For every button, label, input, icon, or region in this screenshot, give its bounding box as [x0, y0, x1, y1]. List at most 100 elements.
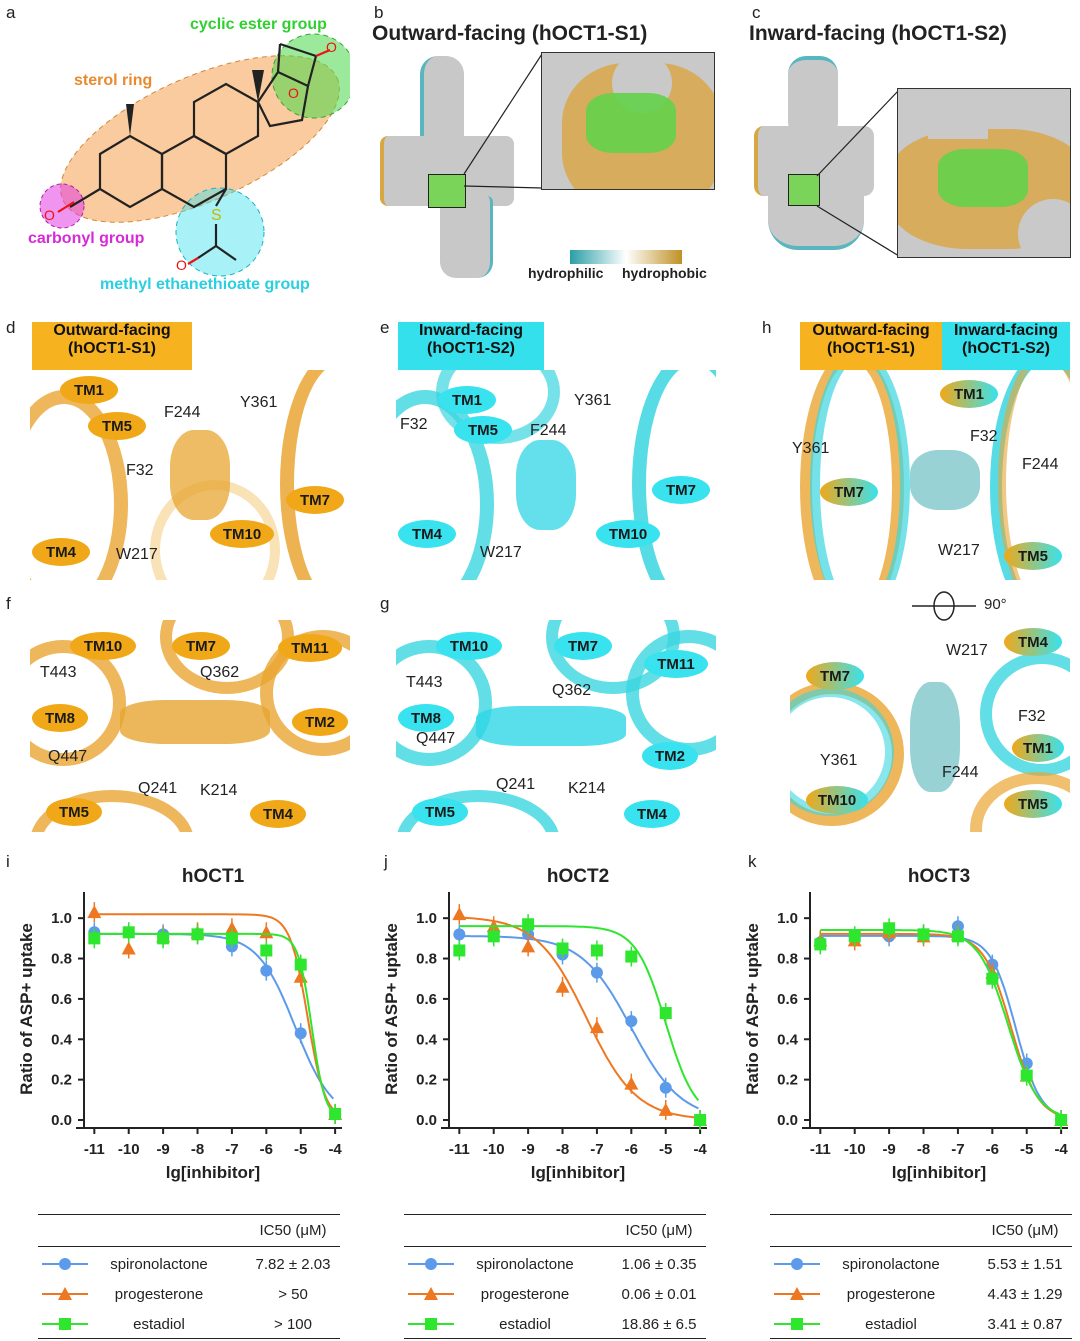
table-top-rule: [38, 1214, 340, 1215]
panel-h-res-f244-bottom: F244: [942, 764, 979, 781]
panel-e-res-y361: Y361: [574, 392, 612, 409]
legend-row: progesterone 0.06 ± 0.01: [404, 1282, 706, 1306]
y-tick-label: 0.4: [51, 1031, 73, 1048]
y-tick-label: 0.0: [416, 1112, 437, 1129]
panel-g-structure: TM10 TM7 TM11 TM8 TM2 TM5 TM4 T443 Q362 …: [396, 620, 716, 832]
data-point-progesterone: [589, 1020, 604, 1034]
panel-e-header: Inward-facing (hOCT1-S2): [398, 322, 544, 370]
panel-e-res-f32: F32: [400, 416, 428, 433]
legend-ic50-value: 3.41 ± 0.87: [987, 1315, 1063, 1333]
panel-h-res-w217-bottom: W217: [946, 642, 988, 659]
panel-h-tm5-bottom: TM5: [1004, 790, 1062, 818]
legend-marker: [791, 1258, 803, 1270]
colorbar-hydrophilic-label: hydrophilic: [528, 265, 604, 281]
legend-row: estadiol > 100: [38, 1312, 340, 1336]
panel-h-res-y361-top: Y361: [792, 440, 830, 457]
zoom-lines-c: [816, 89, 900, 257]
data-point-progesterone: [121, 941, 136, 955]
panel-f-res-q362: Q362: [200, 664, 240, 681]
x-tick-label: -4: [1054, 1141, 1068, 1158]
legend-ic50-value: 1.06 ± 0.35: [621, 1255, 697, 1273]
panel-f-tm2: TM2: [292, 708, 348, 736]
legend-marker: [59, 1318, 71, 1330]
legend-series-name: estadiol: [865, 1315, 917, 1333]
legend-row: progesterone > 50: [38, 1282, 340, 1306]
panel-b-title: Outward-facing (hOCT1-S1): [372, 22, 648, 45]
x-tick-label: -9: [156, 1141, 169, 1158]
legend-ic50-value: 5.53 ± 1.51: [987, 1255, 1063, 1273]
x-tick-label: -7: [951, 1141, 964, 1158]
data-point-estadiol: [1055, 1114, 1068, 1126]
legend-series-name: spironolactone: [476, 1255, 574, 1273]
hydrophobicity-colorbar: [570, 250, 682, 264]
chart-title: hOCT1: [182, 866, 245, 887]
panel-d-structure: TM1 TM5 TM7 TM10 TM4 F244 Y361 F32 W217: [30, 370, 350, 580]
data-point-spironolactone: [590, 966, 603, 979]
ic50-table-hoct1: IC50 (μM) spironolactone 7.82 ± 2.03 proges…: [38, 1214, 340, 1339]
ic50-header: IC50 (μM): [625, 1222, 693, 1239]
panel-h-res-w217-top: W217: [938, 542, 980, 559]
panel-a-label: a: [6, 3, 16, 22]
legend-series-name: estadiol: [499, 1315, 551, 1333]
fit-curve-progesterone: [820, 932, 1060, 1116]
x-axis-label: lg[inhibitor]: [892, 1163, 986, 1182]
colorbar-hydrophobic-label: hydrophobic: [622, 265, 707, 281]
panel-f-tm4: TM4: [250, 800, 306, 828]
y-tick-label: 0.4: [777, 1031, 799, 1048]
panel-g-tm8: TM8: [398, 704, 454, 732]
legend-marker: [791, 1318, 803, 1330]
legend-ic50-value: 0.06 ± 0.01: [621, 1285, 697, 1303]
data-point-estadiol: [986, 972, 999, 985]
panel-g-res-q241: Q241: [496, 776, 536, 793]
data-point-estadiol: [157, 932, 170, 945]
data-point-estadiol: [556, 942, 569, 955]
methyl-ethanethioate-label: methyl ethanethioate group: [100, 276, 310, 293]
y-tick-label: 0.8: [777, 951, 798, 968]
y-tick-label: 0.4: [416, 1031, 438, 1048]
fit-curve-progesterone: [94, 913, 335, 1111]
legend-series-name: spironolactone: [842, 1255, 940, 1273]
panel-e-label: e: [380, 318, 390, 337]
panel-f-label: f: [6, 594, 11, 613]
legend-marker: [790, 1287, 804, 1300]
ring-oxygen-label: O: [288, 85, 299, 101]
legend-series-name: progesterone: [114, 1285, 204, 1303]
panel-f-tm10: TM10: [70, 632, 136, 660]
inward-zoom-inset: [897, 88, 1071, 258]
y-tick-label: 0.6: [51, 991, 72, 1008]
data-point-estadiol: [453, 944, 466, 957]
fit-curve-estadiol: [459, 925, 700, 1102]
x-tick-label: -11: [810, 1141, 831, 1158]
data-point-estadiol: [88, 932, 101, 945]
panel-d-label: d: [6, 318, 16, 337]
y-axis-label: Ratio of ASP+ uptake: [382, 923, 401, 1095]
x-tick-label: -6: [260, 1141, 273, 1158]
panel-c-title: Inward-facing (hOCT1-S2): [749, 22, 1007, 45]
panel-h-header-right: Inward-facing (hOCT1-S2): [942, 322, 1070, 370]
x-tick-label: -7: [590, 1141, 603, 1158]
panel-j-label: j: [384, 852, 388, 871]
data-point-estadiol: [659, 1007, 672, 1020]
panel-d-res-y361: Y361: [240, 394, 278, 411]
panel-d-res-f244: F244: [164, 404, 201, 421]
legend-swatch: [42, 1287, 88, 1300]
panel-g-res-k214: K214: [568, 780, 606, 797]
data-point-estadiol: [883, 922, 896, 935]
data-point-estadiol: [814, 938, 827, 951]
x-tick-label: -5: [1020, 1141, 1033, 1158]
ester-oxygen-label: O: [326, 39, 337, 55]
panel-e-tm7: TM7: [652, 476, 710, 504]
y-tick-label: 0.2: [51, 1072, 72, 1089]
legend-swatch: [408, 1258, 454, 1270]
panel-i-label: i: [6, 852, 10, 871]
x-axis-label: lg[inhibitor]: [531, 1163, 625, 1182]
panel-f-tm7: TM7: [172, 632, 230, 660]
panel-d-tm10: TM10: [210, 520, 274, 548]
panel-h-res-y361-bottom: Y361: [820, 752, 858, 769]
legend-swatch: [408, 1287, 454, 1300]
panel-f-res-t443: T443: [40, 664, 77, 681]
legend-row: estadiol 3.41 ± 0.87: [770, 1312, 1072, 1336]
rotation-icon: [912, 591, 976, 621]
y-tick-label: 0.0: [51, 1112, 72, 1129]
legend-row: progesterone 4.43 ± 1.29: [770, 1282, 1072, 1306]
